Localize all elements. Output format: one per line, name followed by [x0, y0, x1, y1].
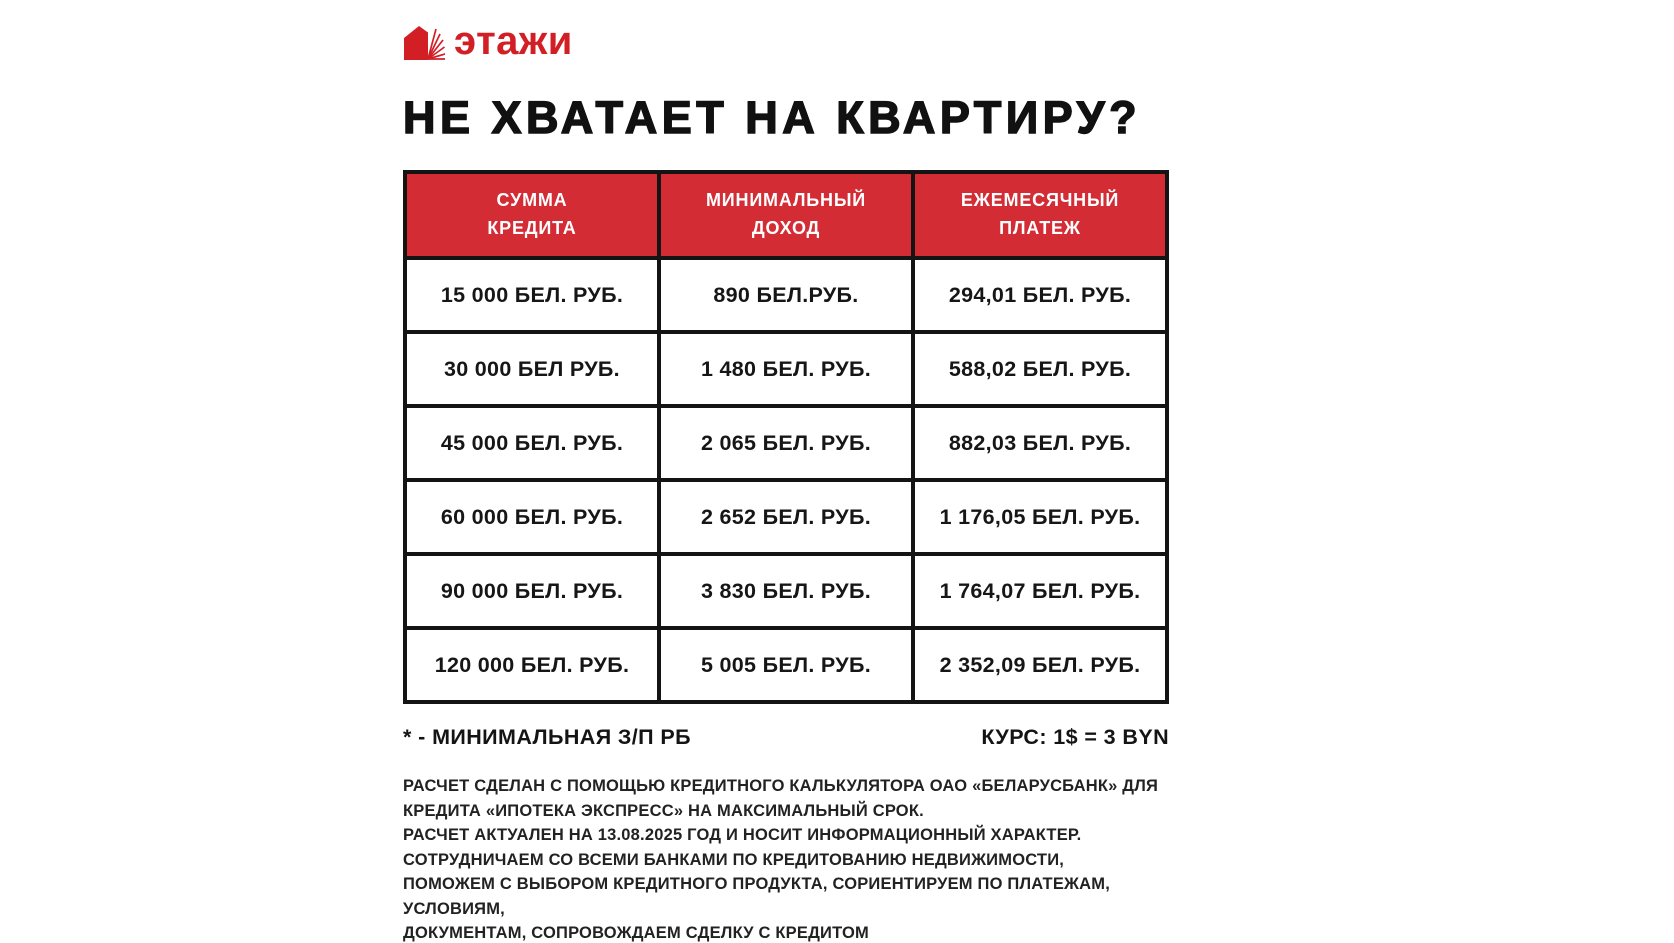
table-row: 90 000 БЕЛ. РУБ. 3 830 БЕЛ. РУБ. 1 764,07 …: [403, 552, 1169, 630]
table-cell: 2 652 БЕЛ. РУБ.: [657, 478, 915, 556]
brand-name: этажи: [454, 19, 573, 63]
table-cell: 45 000 БЕЛ. РУБ.: [403, 404, 661, 482]
footnote-exchange-rate: КУРС: 1$ = 3 BYN: [981, 725, 1169, 749]
footnote-row: * - МИНИМАЛЬНАЯ З/П РБ КУРС: 1$ = 3 BYN: [403, 725, 1169, 750]
table-cell: 15 000 БЕЛ. РУБ.: [403, 256, 661, 334]
table-cell: 30 000 БЕЛ РУБ.: [403, 330, 661, 408]
disclaimer-line: ДОКУМЕНТАМ, СОПРОВОЖДАЕМ СДЕЛКУ С КРЕДИТ…: [403, 924, 869, 942]
table-cell: 3 830 БЕЛ. РУБ.: [657, 552, 915, 630]
column-header: СУММА КРЕДИТА: [403, 170, 661, 260]
disclaimer-line: УСЛОВИЯМ,: [403, 899, 505, 918]
table-cell: 120 000 БЕЛ. РУБ.: [403, 626, 661, 704]
table-cell: 90 000 БЕЛ. РУБ.: [403, 552, 661, 630]
table-row: 60 000 БЕЛ. РУБ. 2 652 БЕЛ. РУБ. 1 176,05 …: [403, 478, 1169, 556]
table-cell: 1 480 БЕЛ. РУБ.: [657, 330, 915, 408]
column-header: ЕЖЕМЕСЯЧНЫЙ ПЛАТЕЖ: [911, 170, 1169, 260]
credit-table-head: СУММА КРЕДИТА МИНИМАЛЬНЫЙ ДОХОД ЕЖЕМЕСЯЧНЫ…: [403, 170, 1169, 260]
table-cell: 882,03 БЕЛ. РУБ.: [911, 404, 1169, 482]
brand-logo: этажи: [403, 20, 1169, 66]
table-cell: 1 764,07 БЕЛ. РУБ.: [911, 552, 1169, 630]
credit-table-body: 15 000 БЕЛ. РУБ. 890 БЕЛ.РУБ. 294,01 БЕЛ. …: [403, 256, 1169, 704]
table-cell: 60 000 БЕЛ. РУБ.: [403, 478, 661, 556]
table-cell: 588,02 БЕЛ. РУБ.: [911, 330, 1169, 408]
content-column: этажи НЕ ХВАТАЕТ НА КВАРТИРУ? СУММА КРЕД…: [402, 20, 1169, 943]
table-cell: 1 176,05 БЕЛ. РУБ.: [911, 478, 1169, 556]
disclaimer-text: РАСЧЕТ СДЕЛАН С ПОМОЩЬЮ КРЕДИТНОГО КАЛЬК…: [403, 774, 1169, 943]
table-row: 30 000 БЕЛ РУБ. 1 480 БЕЛ. РУБ. 588,02 БЕЛ…: [403, 330, 1169, 408]
credit-table: СУММА КРЕДИТА МИНИМАЛЬНЫЙ ДОХОД ЕЖЕМЕСЯЧНЫ…: [403, 170, 1169, 704]
table-cell: 2 065 БЕЛ. РУБ.: [657, 404, 915, 482]
disclaimer-line: СОТРУДНИЧАЕМ СО ВСЕМИ БАНКАМИ ПО КРЕДИТО…: [403, 850, 1065, 869]
disclaimer-line: ПОМОЖЕМ С ВЫБОРОМ КРЕДИТНОГО ПРОДУКТА, С…: [403, 875, 1110, 893]
header-row: СУММА КРЕДИТА МИНИМАЛЬНЫЙ ДОХОД ЕЖЕМЕСЯЧНЫ…: [403, 170, 1169, 260]
disclaimer-line: РАСЧЕТ СДЕЛАН С ПОМОЩЬЮ КРЕДИТНОГО КАЛЬК…: [403, 777, 1159, 795]
column-header: МИНИМАЛЬНЫЙ ДОХОД: [657, 170, 915, 260]
table-cell: 294,01 БЕЛ. РУБ.: [911, 256, 1169, 334]
disclaimer-line: КРЕДИТА «ИПОТЕКА ЭКСПРЕСС» НА МАКСИМАЛЬН…: [403, 801, 924, 820]
table-row: 45 000 БЕЛ. РУБ. 2 065 БЕЛ. РУБ. 882,03 БЕ…: [403, 404, 1169, 482]
table-row: 120 000 БЕЛ. РУБ. 5 005 БЕЛ. РУБ. 2 352,09…: [403, 626, 1169, 704]
page-title: НЕ ХВАТАЕТ НА КВАРТИРУ?: [402, 91, 1142, 143]
footnote-min-salary: * - МИНИМАЛЬНАЯ З/П РБ: [403, 725, 691, 749]
table-row: 15 000 БЕЛ. РУБ. 890 БЕЛ.РУБ. 294,01 БЕЛ. …: [403, 256, 1169, 334]
house-icon: [404, 26, 445, 60]
disclaimer-line: РАСЧЕТ АКТУАЛЕН НА 13.08.2025 ГОД И НОСИ…: [403, 826, 1082, 844]
table-cell: 890 БЕЛ.РУБ.: [657, 256, 915, 334]
table-cell: 2 352,09 БЕЛ. РУБ.: [911, 626, 1169, 704]
table-cell: 5 005 БЕЛ. РУБ.: [657, 626, 915, 704]
